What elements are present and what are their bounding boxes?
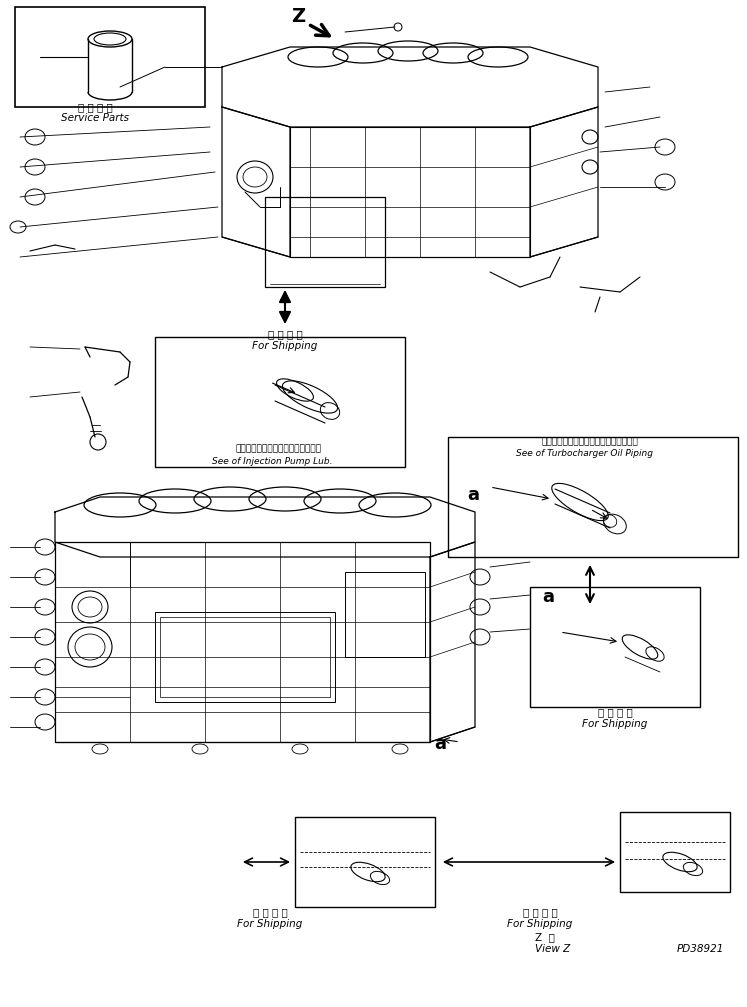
Bar bbox=[160, 617, 330, 697]
Text: Service Parts: Service Parts bbox=[61, 113, 129, 123]
Text: a: a bbox=[434, 735, 446, 753]
Text: See of Turbocharger Oil Piping: See of Turbocharger Oil Piping bbox=[516, 449, 654, 458]
Bar bbox=[265, 197, 385, 287]
Bar bbox=[295, 817, 435, 907]
Text: For Shipping: For Shipping bbox=[583, 719, 648, 729]
Text: Z: Z bbox=[291, 7, 305, 26]
Text: ターボチャージャオイルパイピング参照: ターボチャージャオイルパイピング参照 bbox=[542, 437, 639, 446]
Bar bbox=[155, 337, 405, 467]
Text: 補 給 専 用: 補 給 専 用 bbox=[78, 102, 112, 112]
Text: a: a bbox=[467, 486, 479, 504]
Bar bbox=[448, 437, 738, 557]
Text: PD38921: PD38921 bbox=[676, 944, 724, 954]
Text: Z  視: Z 視 bbox=[535, 932, 555, 942]
Text: See of Injection Pump Lub.: See of Injection Pump Lub. bbox=[211, 456, 332, 465]
Text: インジェクションポンプルーブ参照: インジェクションポンプルーブ参照 bbox=[235, 444, 321, 453]
Text: 運 搬 部 品: 運 搬 部 品 bbox=[267, 329, 303, 339]
Text: For Shipping: For Shipping bbox=[252, 341, 317, 351]
Text: 運 搬 部 品: 運 搬 部 品 bbox=[252, 907, 288, 917]
Text: a: a bbox=[542, 588, 554, 606]
Text: View Z: View Z bbox=[535, 944, 570, 954]
Text: For Shipping: For Shipping bbox=[238, 919, 303, 929]
Bar bbox=[345, 572, 425, 657]
Text: 運 搬 部 品: 運 搬 部 品 bbox=[523, 907, 557, 917]
Bar bbox=[15, 7, 205, 107]
Bar bbox=[620, 812, 730, 892]
Text: 運 搬 部 品: 運 搬 部 品 bbox=[598, 707, 633, 717]
Bar bbox=[530, 587, 700, 707]
Bar bbox=[155, 612, 335, 702]
Text: For Shipping: For Shipping bbox=[507, 919, 573, 929]
